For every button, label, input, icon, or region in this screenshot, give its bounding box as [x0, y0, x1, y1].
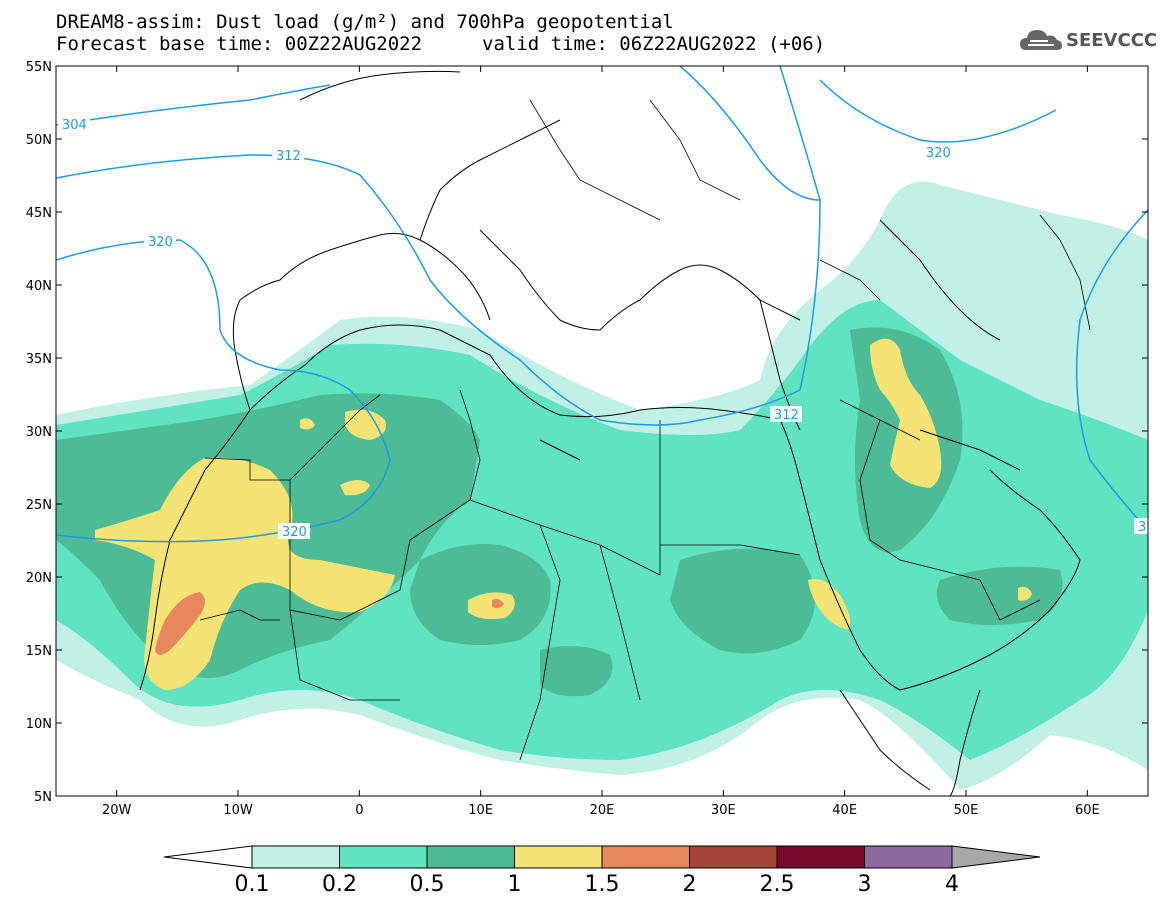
lon-axis: 20W 10W 0 10E 20E 30E 40E 50E 60E: [102, 66, 1100, 818]
coastlines: [139, 70, 1081, 796]
colorbar-tick-label: 2.5: [759, 872, 795, 897]
contour-label: 320: [926, 146, 951, 161]
dust-area-very-high: [155, 592, 205, 655]
lat-label: 55N: [26, 60, 52, 75]
lon-label: 20E: [590, 803, 615, 818]
colorbar-swatch: [864, 845, 953, 869]
dust-area-high: [345, 409, 386, 440]
colorbar-swatch: [426, 845, 515, 869]
lon-label: 60E: [1075, 803, 1100, 818]
dust-area-high: [870, 338, 942, 488]
lat-label: 15N: [26, 644, 52, 659]
colorbar-swatch: [689, 845, 778, 869]
lon-label: 50E: [954, 803, 979, 818]
contour-label: 3: [1138, 520, 1146, 535]
contour-label: 304: [62, 118, 87, 133]
contour-label: 320: [148, 235, 173, 250]
lat-label: 45N: [26, 206, 52, 221]
dust-area-medium: [936, 566, 1063, 625]
colorbar-tick-label: 1: [507, 872, 522, 897]
colorbar-swatch: [776, 845, 865, 869]
lon-label: 10E: [468, 803, 493, 818]
lon-label: 20W: [102, 803, 132, 818]
colorbar-tick-label: 1.5: [584, 872, 620, 897]
colorbar-tick-label: 0.1: [234, 872, 270, 897]
country-borders: [199, 99, 1091, 761]
colorbar-swatch: [339, 845, 428, 869]
dust-area-medium: [540, 646, 613, 697]
logo-text: SEEVCCC: [1066, 30, 1158, 51]
dust-area-very-high: [492, 599, 504, 608]
contour-label: 320: [282, 525, 307, 540]
lat-label: 5N: [34, 790, 52, 805]
lat-label: 10N: [26, 717, 52, 732]
colorbar-swatch: [251, 845, 340, 869]
colorbar-tick-label: 0.2: [322, 872, 357, 897]
colorbar-tick-label: 2: [682, 872, 697, 897]
colorbar-swatch: [514, 845, 603, 869]
colorbar-swatch: [601, 845, 690, 869]
dust-area-high: [300, 418, 315, 430]
seevccc-logo: SEEVCCC: [1018, 26, 1158, 56]
lat-label: 40N: [26, 279, 52, 294]
colorbar-over-arrow: [951, 845, 1041, 869]
dust-area-high: [1018, 586, 1032, 601]
map-title: DREAM8-assim: Dust load (g/m²) and 700hP…: [56, 11, 674, 33]
colorbar-tick-label: 3: [857, 872, 872, 897]
contour-labels: 304 312 320 320 320 312 3: [58, 116, 1148, 540]
lat-axis: 55N 50N 45N 40N 35N 30N 25N 20N 15N 10N 5N: [26, 60, 1148, 805]
colorbar: [163, 845, 1041, 869]
lat-label: 25N: [26, 498, 52, 513]
lat-label: 20N: [26, 571, 52, 586]
contour-label: 312: [276, 149, 301, 164]
dust-area-high: [340, 480, 370, 496]
contour-label: 312: [774, 408, 799, 423]
dust-fields: [56, 181, 1148, 790]
lon-label: 0: [355, 803, 363, 818]
dust-area-medium: [410, 544, 551, 645]
dust-area-high: [808, 579, 851, 630]
colorbar-tick-label: 0.5: [409, 872, 445, 897]
lon-label: 30E: [711, 803, 736, 818]
cloud-icon: [1020, 30, 1062, 50]
lat-label: 50N: [26, 133, 52, 148]
lat-label: 35N: [26, 352, 52, 367]
dust-area-high: [468, 592, 515, 620]
lat-label: 30N: [26, 425, 52, 440]
colorbar-tick-label: 4: [945, 872, 959, 897]
lon-label: 10W: [223, 803, 253, 818]
colorbar-under-arrow: [163, 845, 253, 869]
valid-time: valid time: 06Z22AUG2022 (+06): [482, 33, 826, 55]
lon-label: 40E: [832, 803, 857, 818]
forecast-base-time: Forecast base time: 00Z22AUG2022: [56, 33, 423, 55]
dust-area-medium: [670, 548, 815, 654]
